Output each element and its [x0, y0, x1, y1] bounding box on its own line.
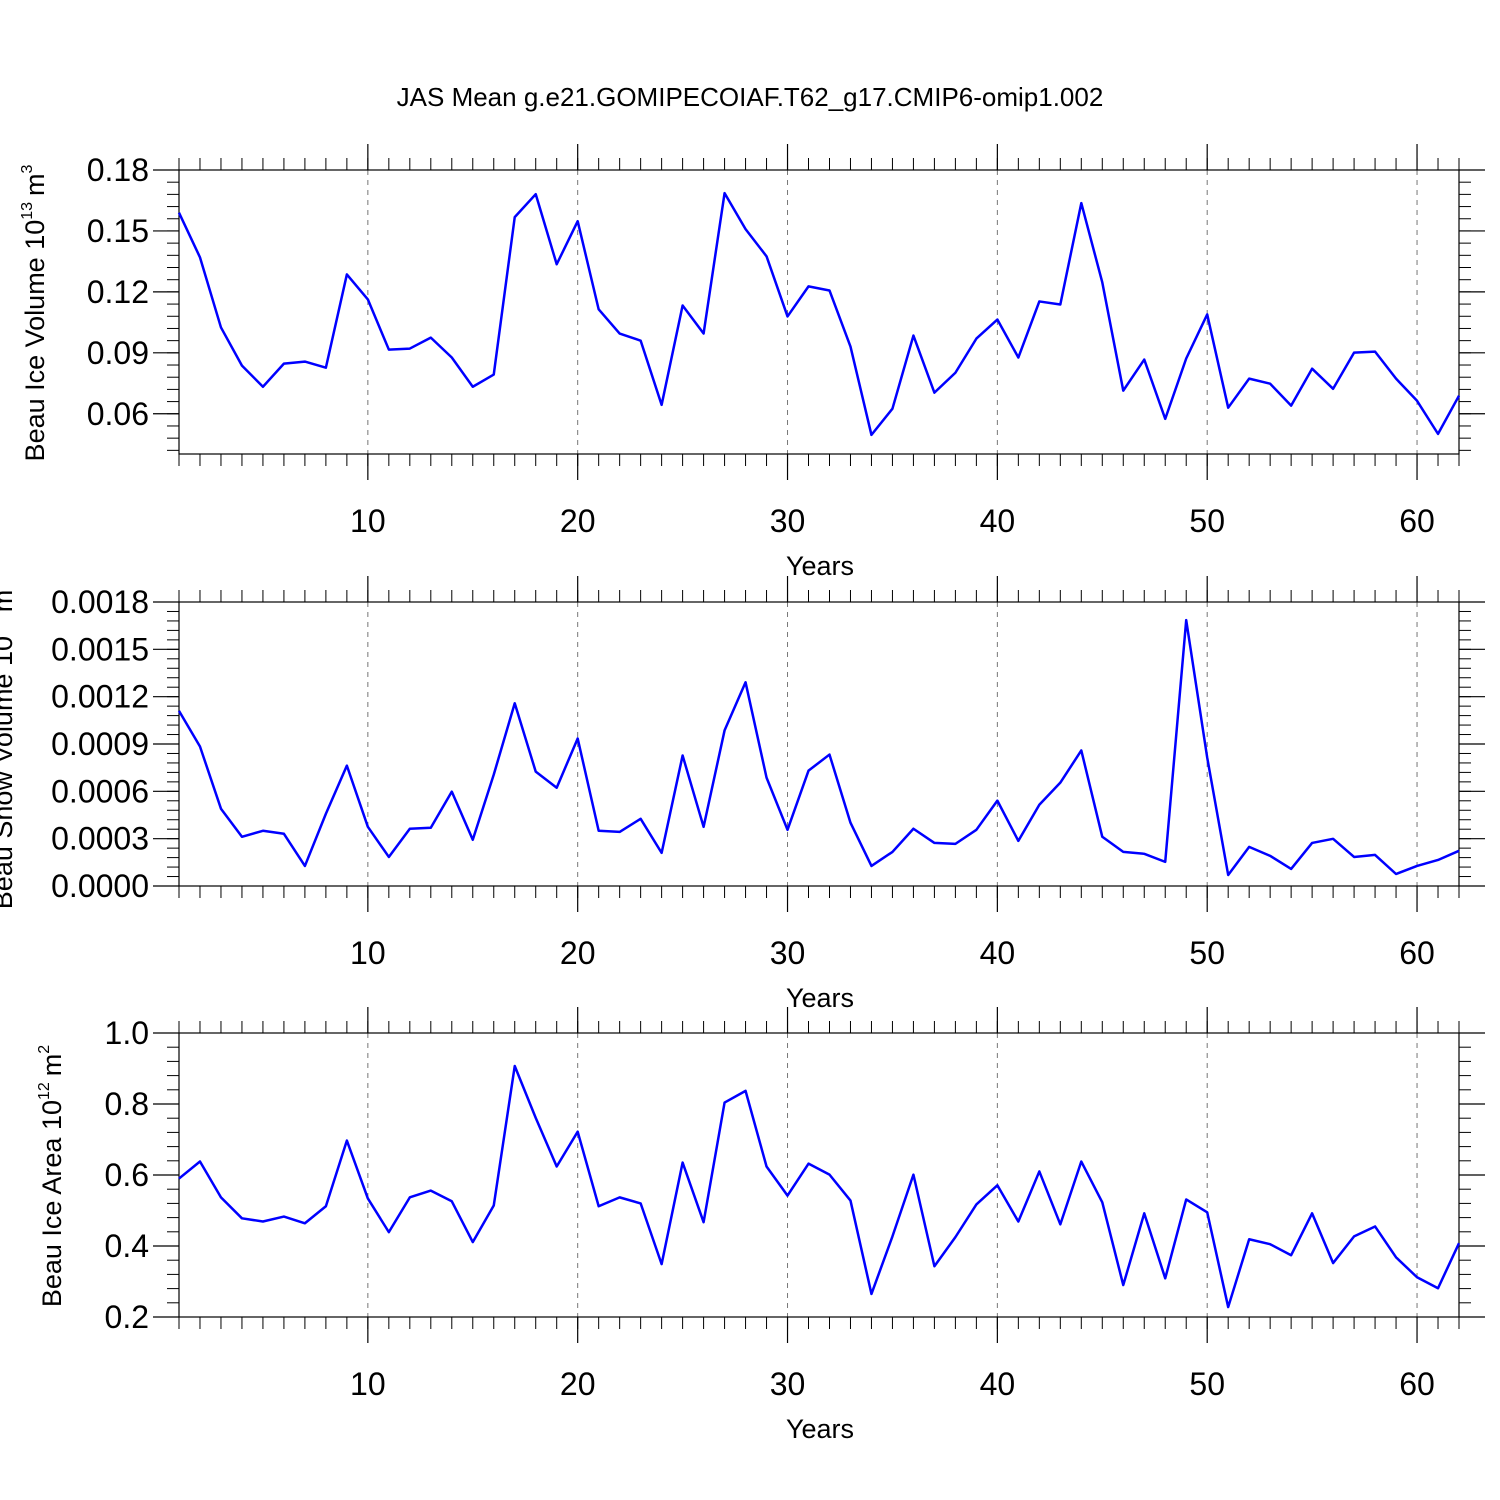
- plot-frame: [178, 601, 1460, 887]
- y-tick-label: 0.0018: [51, 584, 149, 620]
- y-axis-label-power: 13: [19, 202, 36, 220]
- x-axis-label: Years: [786, 1414, 854, 1444]
- x-tick-label: 20: [560, 503, 596, 539]
- x-tick-label: 50: [1189, 503, 1225, 539]
- y-tick-label: 0.0012: [51, 679, 149, 715]
- y-axis-label-unit-power: 2: [36, 1045, 53, 1054]
- x-tick-label: 20: [560, 935, 596, 971]
- y-tick-label: 0.0000: [51, 868, 149, 904]
- x-tick-label: 40: [980, 935, 1016, 971]
- y-axis-label-unit: m: [37, 1054, 67, 1077]
- y-tick-label: 0.6: [105, 1157, 149, 1193]
- x-tick-label: 60: [1399, 935, 1435, 971]
- chart-title: JAS Mean g.e21.GOMIPECOIAF.T62_g17.CMIP6…: [397, 82, 1104, 112]
- x-tick-label: 60: [1399, 503, 1435, 539]
- y-axis-label-text: Beau Ice Area 10: [37, 1100, 67, 1307]
- y-axis-label-unit: m: [20, 173, 50, 196]
- x-tick-label: 60: [1399, 1366, 1435, 1402]
- x-tick-label: 20: [560, 1366, 596, 1402]
- x-tick-label: 50: [1189, 1366, 1225, 1402]
- x-tick-label: 30: [770, 935, 806, 971]
- x-tick-label: 10: [350, 503, 386, 539]
- x-tick-label: 50: [1189, 935, 1225, 971]
- x-tick-label: 40: [980, 503, 1016, 539]
- y-axis-label-unit-power: 3: [0, 581, 4, 590]
- x-tick-label: 30: [770, 1366, 806, 1402]
- x-tick-label: 30: [770, 503, 806, 539]
- y-tick-label: 0.06: [87, 396, 149, 432]
- x-tick-label: 10: [350, 1366, 386, 1402]
- plot-frame: [178, 1032, 1460, 1318]
- y-axis-label: Beau Snow Volume 1013 m3: [0, 581, 18, 910]
- y-tick-label: 0.2: [105, 1299, 149, 1335]
- y-tick-label: 0.15: [87, 213, 149, 249]
- data-line: [177, 191, 1461, 437]
- data-line: [178, 1064, 1461, 1309]
- y-axis-label: Beau Ice Volume 1013 m3: [19, 164, 50, 461]
- y-axis-label-power: 12: [36, 1082, 53, 1100]
- y-tick-label: 1.0: [105, 1015, 149, 1051]
- y-tick-label: 0.12: [87, 274, 149, 310]
- y-tick-label: 0.18: [87, 152, 149, 188]
- y-axis-label-text: Beau Snow Volume 10: [0, 636, 18, 909]
- y-tick-label: 0.0003: [51, 821, 149, 857]
- y-axis-label: Beau Ice Area 1012 m2: [36, 1045, 67, 1307]
- y-axis-label-unit: m: [0, 590, 18, 613]
- y-tick-label: 0.8: [105, 1086, 149, 1122]
- y-axis-label-text: Beau Ice Volume 10: [20, 220, 50, 462]
- y-tick-label: 0.0015: [51, 631, 149, 667]
- x-axis-label: Years: [786, 983, 854, 1013]
- data-line: [177, 618, 1460, 877]
- x-axis-label: Years: [786, 551, 854, 581]
- y-axis-label-unit-power: 3: [19, 164, 36, 173]
- y-axis-label-power: 13: [0, 618, 4, 636]
- y-tick-label: 0.0006: [51, 773, 149, 809]
- y-tick-label: 0.4: [105, 1228, 149, 1264]
- x-tick-label: 10: [350, 935, 386, 971]
- plot-frame: [178, 169, 1460, 455]
- y-tick-label: 0.09: [87, 335, 149, 371]
- y-tick-label: 0.0009: [51, 726, 149, 762]
- x-tick-label: 40: [980, 1366, 1016, 1402]
